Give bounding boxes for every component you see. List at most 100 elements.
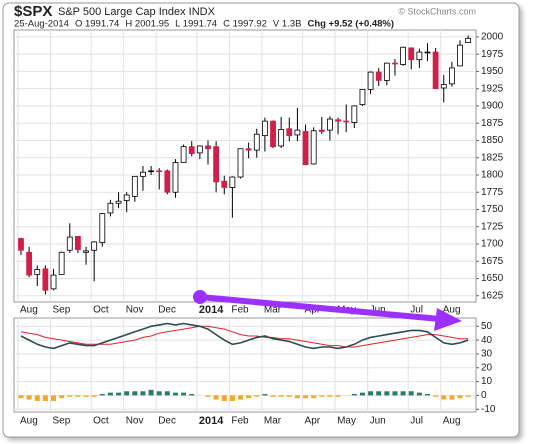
histogram-bar: [294, 395, 300, 399]
y-tick-label: 1775: [481, 187, 504, 198]
y-tick-label: 1900: [481, 101, 504, 112]
candle-body: [148, 170, 154, 173]
histogram-bar: [270, 395, 276, 397]
histogram-bar: [181, 392, 187, 396]
histogram-bar: [319, 395, 325, 397]
histogram-bar: [384, 391, 390, 396]
source: © StockCharts.com: [398, 6, 476, 16]
y-tick-label: 50: [481, 321, 493, 332]
candle-body: [156, 170, 163, 173]
candle-body: [18, 238, 24, 251]
histogram-bar: [262, 394, 268, 396]
candle-body: [392, 62, 398, 65]
candle-body: [351, 105, 358, 123]
histogram-bar: [433, 395, 439, 397]
histogram-bar: [408, 391, 414, 396]
indicator-panel: [13, 317, 477, 413]
histogram-bar: [189, 394, 195, 396]
candle-body: [115, 200, 122, 204]
candle-body: [237, 148, 244, 178]
y-tick-label: 0: [481, 390, 487, 401]
histogram-bar: [376, 391, 382, 396]
candle-body: [367, 71, 374, 90]
histogram-bar: [441, 395, 447, 400]
candle-body: [172, 162, 179, 193]
histogram-bar: [116, 392, 122, 396]
candle-body: [343, 120, 350, 123]
candle-body: [335, 119, 341, 122]
candle-body: [294, 129, 301, 136]
histogram-bar: [34, 395, 40, 401]
histogram-bar: [59, 395, 65, 399]
histogram-bar: [327, 395, 333, 397]
candle-body: [261, 120, 268, 137]
histogram-bar: [132, 391, 138, 396]
info-item: H 2001.95: [125, 19, 169, 30]
histogram-bar: [286, 395, 292, 397]
candle-body: [131, 175, 138, 197]
x-tick-label: Aug: [443, 305, 461, 316]
histogram-bar: [51, 395, 57, 401]
candle-body: [253, 133, 260, 151]
candle-body: [180, 146, 187, 163]
x-tick-label: Dec: [158, 416, 176, 427]
histogram-bar: [156, 391, 162, 396]
candle-body: [457, 44, 463, 67]
histogram-bar: [140, 391, 146, 396]
histogram-bar: [425, 394, 430, 396]
x-tick-label: Jul: [410, 416, 423, 427]
y-tick-label: 30: [481, 349, 493, 360]
y-tick-label: -10: [481, 404, 496, 415]
histogram-bar: [335, 395, 341, 397]
histogram-bar: [303, 395, 309, 399]
histogram-bar: [416, 392, 422, 396]
x-tick-label: Nov: [126, 305, 144, 316]
x-tick-label: 2014: [199, 415, 224, 427]
arrow-start: [193, 290, 207, 304]
candle-body: [58, 251, 65, 275]
candle-body: [400, 46, 407, 65]
x-tick-label: Oct: [93, 416, 109, 427]
histogram-bar: [18, 395, 24, 399]
candle-body: [99, 213, 106, 244]
histogram-bar: [278, 395, 284, 397]
candle-body: [107, 202, 114, 214]
x-tick-label: Mar: [264, 305, 282, 316]
histogram-bar: [238, 395, 244, 400]
annotation-arrow: [193, 290, 462, 331]
x-tick-label: Jun: [370, 416, 386, 427]
indicator-line: [20, 325, 469, 348]
candle-body: [270, 120, 276, 148]
chart-subtitle: S&P 500 Large Cap Index INDX: [58, 6, 216, 18]
candle-body: [327, 118, 333, 131]
candle-body: [383, 62, 390, 81]
candle-body: [196, 145, 203, 154]
y-tick-label: 1975: [481, 49, 504, 60]
candle-body: [164, 170, 171, 193]
candle-body: [432, 51, 439, 90]
candle-body: [375, 71, 382, 81]
info-item: V 1.3B: [273, 19, 302, 30]
histogram-bar: [465, 395, 471, 397]
candle-body: [229, 176, 236, 188]
y-tick-label: 1750: [481, 204, 504, 215]
candle-body: [408, 47, 415, 61]
histogram-bar: [457, 395, 463, 399]
histogram-bar: [368, 391, 374, 396]
candle-body: [140, 171, 146, 177]
histogram-bar: [392, 391, 398, 396]
plot-layer: Aug Sep Oct Nov Dec 2014 Feb Mar Apr May Jun Jul Aug…: [14, 30, 504, 427]
candle-body: [75, 236, 81, 250]
histogram-bar: [400, 391, 406, 396]
x-tick-label: Aug: [443, 416, 461, 427]
info-item: O 1991.74: [75, 19, 119, 30]
info-item: Chg +9.52 (+0.48%): [307, 19, 394, 30]
histogram-bar: [449, 395, 455, 400]
candle-body: [440, 84, 447, 89]
candle-body: [221, 180, 228, 188]
y-tick-label: 1925: [481, 83, 504, 94]
info-item: L 1991.74: [175, 19, 217, 30]
x-tick-label: Nov: [126, 416, 144, 427]
histogram-bar: [26, 395, 32, 400]
